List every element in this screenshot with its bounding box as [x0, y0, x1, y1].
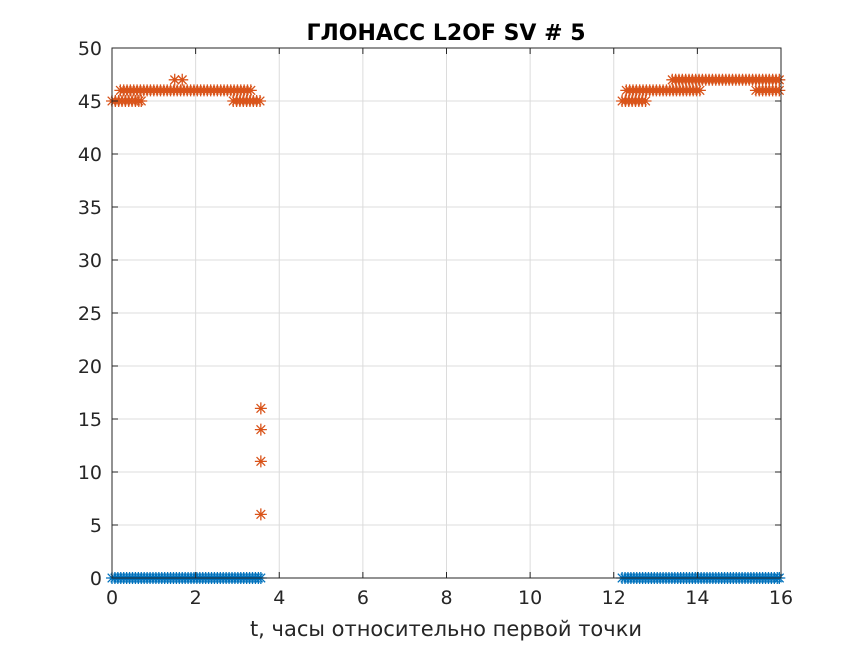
data-point — [176, 73, 189, 86]
y-tick-label: 25 — [78, 303, 102, 325]
y-tick-label: 50 — [78, 38, 102, 60]
data-point — [254, 95, 267, 107]
y-tick-label: 20 — [78, 356, 102, 378]
x-tick-label: 10 — [518, 587, 542, 609]
y-tick-label: 10 — [78, 462, 102, 484]
x-tick-label: 6 — [357, 587, 369, 609]
y-tick-label: 5 — [90, 515, 102, 537]
x-tick-label: 8 — [440, 587, 452, 609]
data-point — [639, 95, 652, 107]
data-point — [244, 84, 257, 97]
y-tick-label: 0 — [90, 568, 102, 590]
x-axis-label: t, часы относительно первой точки — [250, 617, 642, 641]
data-point — [254, 423, 267, 436]
y-tick-label: 40 — [78, 144, 102, 166]
x-tick-label: 16 — [769, 587, 793, 609]
data-point — [773, 73, 786, 86]
data-point — [254, 402, 267, 415]
x-tick-label: 4 — [273, 587, 285, 609]
series-0 — [106, 73, 786, 521]
x-tick-label: 0 — [106, 587, 118, 609]
data-point — [168, 73, 181, 86]
x-tick-label: 14 — [685, 587, 709, 609]
x-tick-label: 2 — [190, 587, 202, 609]
data-point — [254, 455, 267, 468]
data-point — [693, 84, 706, 97]
y-tick-label: 45 — [78, 91, 102, 113]
y-tick-label: 30 — [78, 250, 102, 272]
y-tick-label: 35 — [78, 197, 102, 219]
data-point — [135, 95, 148, 107]
data-point — [773, 84, 786, 97]
chart-title: ГЛОНАСС L2OF SV # 5 — [306, 21, 585, 46]
ticks: 0 2 4 6 8 10 12 14 16 0 5 10 15 20 25 30 35 40 45 50 — [78, 38, 793, 609]
y-tick-label: 15 — [78, 409, 102, 431]
data-point — [254, 508, 267, 521]
x-tick-label: 12 — [602, 587, 626, 609]
